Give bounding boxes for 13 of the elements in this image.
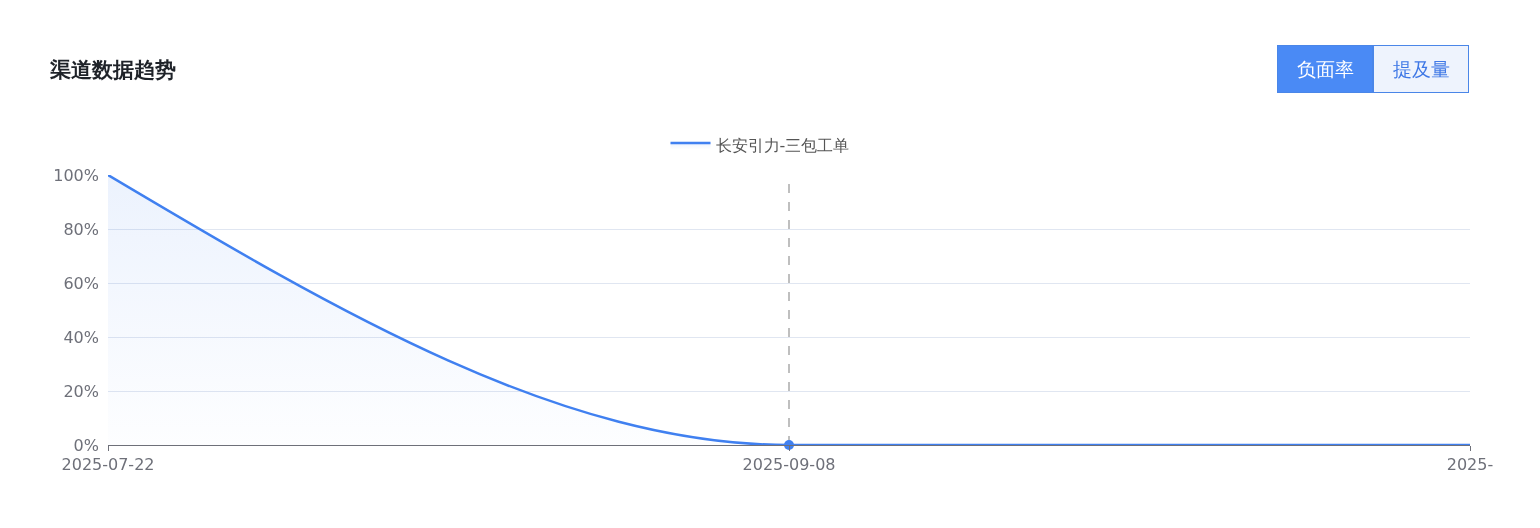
y-tick-label: 20% (63, 381, 99, 401)
text: 负面率 (1296, 58, 1354, 80)
x-tick-label: 2025- (1446, 455, 1494, 475)
text: 提及量 (1392, 58, 1450, 80)
x-tick-label: 2025-07-22 (61, 455, 155, 475)
y-tick-label: 60% (63, 273, 99, 293)
chart-title: 渠道数据趋势 (49, 58, 176, 83)
y-tick-label: 80% (63, 219, 99, 239)
y-tick-label: 40% (63, 327, 99, 347)
y-tick-label: 0% (73, 435, 99, 455)
legend-label: 长安引力-三包工单 (715, 136, 850, 156)
y-tick-label: 100% (53, 165, 99, 185)
x-tick-label: 2025-09-08 (742, 455, 836, 475)
